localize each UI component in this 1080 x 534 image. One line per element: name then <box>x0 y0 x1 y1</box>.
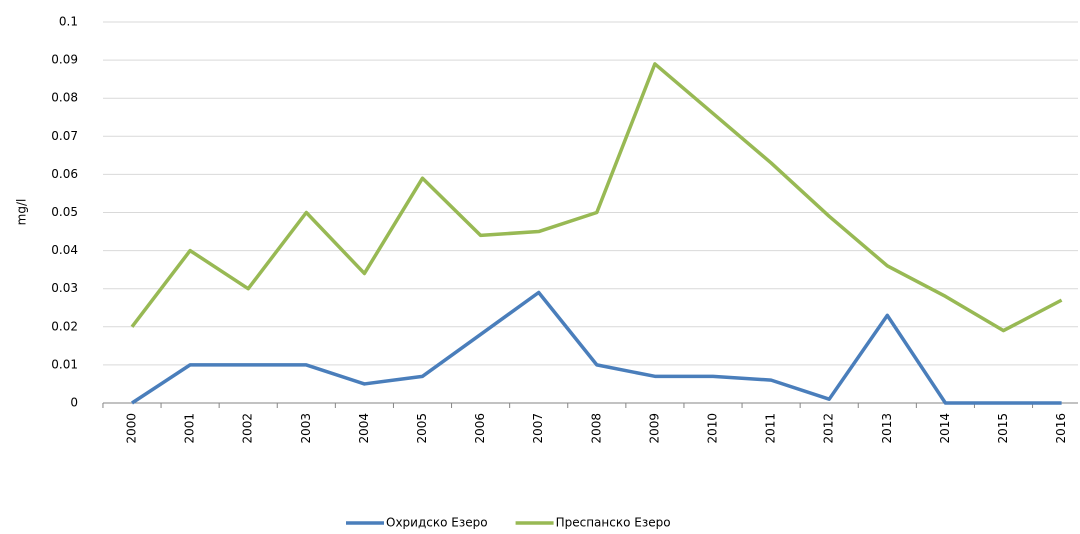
y-tick-label: 0.04 <box>51 243 78 257</box>
x-tick-label: 2016 <box>1054 413 1068 444</box>
y-tick-label: 0.01 <box>51 357 78 371</box>
y-tick-label: 0.08 <box>51 91 78 105</box>
x-tick-label: 2001 <box>183 413 197 444</box>
x-tick-label: 2009 <box>647 413 661 444</box>
y-axis-label: mg/l <box>15 199 29 226</box>
y-tick-label: 0.05 <box>51 205 78 219</box>
x-tick-label: 2000 <box>125 413 139 444</box>
x-tick-label: 2008 <box>589 413 603 444</box>
x-tick-label: 2013 <box>880 413 894 444</box>
x-tick-label: 2007 <box>531 413 545 444</box>
legend-label: Охридско Езеро <box>386 516 488 530</box>
x-tick-label: 2015 <box>996 413 1010 444</box>
x-tick-label: 2011 <box>764 413 778 444</box>
series-line <box>130 62 1063 333</box>
y-tick-label: 0 <box>70 396 78 410</box>
y-tick-label: 0.09 <box>51 53 78 67</box>
x-tick-label: 2010 <box>706 413 720 444</box>
x-tick-label: 2006 <box>473 413 487 444</box>
legend-label: Преспанско Езеро <box>556 516 671 530</box>
y-tick-label: 0.06 <box>51 167 78 181</box>
series-line <box>131 290 1062 405</box>
y-tick-label: 0.1 <box>59 15 78 29</box>
x-tick-label: 2005 <box>415 413 429 444</box>
x-tick-label: 2014 <box>938 413 952 444</box>
y-tick-label: 0.07 <box>51 129 78 143</box>
y-tick-label: 0.03 <box>51 281 78 295</box>
x-tick-label: 2003 <box>299 413 313 444</box>
y-tick-label: 0.02 <box>51 319 78 333</box>
x-tick-label: 2012 <box>822 413 836 444</box>
x-tick-label: 2002 <box>241 413 255 444</box>
x-tick-label: 2004 <box>357 413 371 444</box>
